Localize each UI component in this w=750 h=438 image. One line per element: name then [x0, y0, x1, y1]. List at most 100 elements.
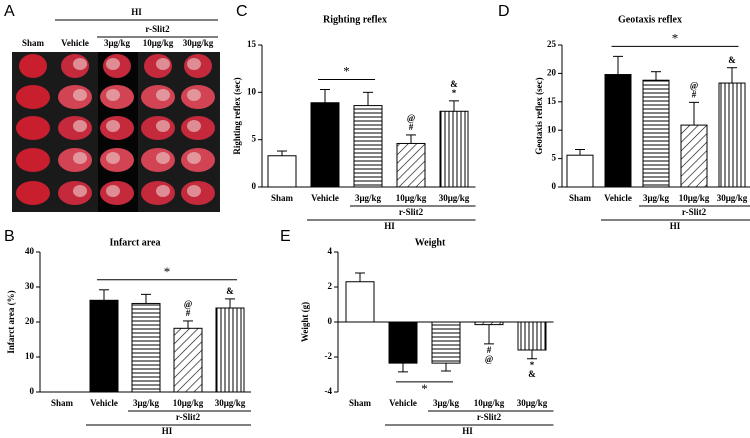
lesion: [187, 58, 201, 70]
x-tick-label: Vehicle: [389, 398, 417, 408]
brain-slice: [16, 148, 50, 172]
x-tick-label: Vehicle: [604, 193, 632, 203]
x-tick-label: 3μg/kg: [643, 193, 670, 203]
x-tick-label: Vehicle: [90, 398, 118, 408]
lesion: [73, 185, 87, 197]
x-tick-label: 10μg/kg: [679, 193, 710, 203]
lesion: [73, 58, 87, 70]
bar: [173, 327, 203, 393]
x-tick-label: Vehicle: [311, 193, 339, 203]
group-label: r-Slit2: [682, 207, 707, 217]
bar: [345, 281, 375, 323]
y-axis-label: Geotaxis reflex (sec): [534, 77, 544, 154]
panel-letter: A: [4, 3, 15, 20]
panel-letter: D: [498, 3, 510, 20]
significance-mark: #: [409, 122, 414, 132]
panel-letter: B: [4, 228, 15, 245]
y-axis-label: Righting reflex (sec): [232, 77, 242, 154]
y-axis-label: Weight (g): [300, 302, 310, 342]
significance-mark: &: [450, 79, 458, 89]
x-tick-label: 10μg/kg: [173, 398, 204, 408]
bar: [718, 82, 746, 188]
y-tick-label: 10: [547, 124, 557, 134]
bar: [131, 302, 161, 393]
y-tick-label: 15: [547, 96, 557, 106]
y-tick-label: 10: [25, 351, 35, 361]
x-tick-label: 30μg/kg: [439, 193, 470, 203]
significance-mark: #: [487, 345, 492, 355]
x-tick-label: 10μg/kg: [474, 398, 505, 408]
y-tick-label: 20: [547, 67, 557, 77]
chart-title: Righting reflex: [323, 14, 387, 25]
bar: [604, 74, 632, 188]
bar: [89, 299, 119, 393]
chart-title: Geotaxis reflex: [618, 14, 682, 25]
y-tick-label: 15: [247, 39, 257, 49]
lesion: [106, 185, 120, 197]
bar: [267, 155, 297, 188]
significance-mark: #: [186, 308, 191, 318]
brain-slice: [19, 54, 47, 78]
lesion: [156, 58, 170, 70]
brain-slice: [16, 116, 50, 140]
bracket-label: *: [164, 264, 171, 279]
significance-mark: @: [407, 113, 415, 123]
x-tick-label: 30μg/kg: [215, 398, 246, 408]
brain-slice: [16, 85, 50, 109]
x-tick-label: 3μg/kg: [355, 193, 382, 203]
x-tick-label: 3μg/kg: [133, 398, 160, 408]
y-tick-label: 30: [25, 281, 35, 291]
bracket-label: *: [672, 30, 679, 45]
lesion: [73, 152, 87, 164]
significance-mark: @: [690, 80, 698, 90]
group-label: HI: [162, 426, 173, 436]
bar: [396, 142, 426, 188]
bar: [353, 105, 383, 188]
column-label: Vehicle: [61, 38, 89, 48]
lesion: [106, 58, 120, 70]
panel-letter: E: [280, 228, 291, 245]
y-tick-label: 20: [25, 316, 35, 326]
bar: [517, 321, 547, 351]
y-tick-label: 0: [328, 316, 333, 326]
x-tick-label: 30μg/kg: [517, 398, 548, 408]
group-label: HI: [131, 7, 142, 17]
panel-letter: C: [236, 3, 248, 20]
chart-title: Infarct area: [109, 237, 160, 248]
y-tick-label: 5: [252, 134, 257, 144]
bar: [474, 321, 504, 326]
group-label: r-Slit2: [399, 207, 424, 217]
significance-mark: &: [528, 369, 536, 379]
lesion: [156, 185, 170, 197]
y-tick-label: 4: [328, 246, 333, 256]
y-tick-label: 2: [328, 281, 333, 291]
bar: [566, 154, 594, 188]
significance-mark: @: [485, 354, 493, 364]
bar: [439, 110, 469, 188]
lesion: [187, 120, 201, 132]
x-tick-label: Sham: [51, 398, 74, 408]
lesion: [156, 120, 170, 132]
y-tick-label: 40: [25, 246, 35, 256]
lesion: [73, 120, 87, 132]
bar: [388, 321, 418, 364]
lesion: [187, 185, 201, 197]
bar: [680, 124, 708, 188]
x-tick-label: Sham: [271, 193, 294, 203]
x-tick-label: Sham: [569, 193, 592, 203]
y-tick-label: 0: [30, 386, 35, 396]
lesion: [106, 120, 120, 132]
significance-mark: #: [692, 89, 697, 99]
bar: [431, 321, 461, 364]
column-label: 30μg/kg: [183, 38, 214, 48]
group-label: HI: [670, 221, 681, 231]
y-tick-label: 0: [252, 181, 257, 191]
brain-slice: [16, 181, 50, 205]
lesion: [156, 89, 170, 101]
significance-mark: &: [226, 286, 234, 296]
group-label: r-Slit2: [145, 24, 170, 34]
group-label: HI: [384, 221, 395, 231]
x-tick-label: 10μg/kg: [396, 193, 427, 203]
column-label: 3μg/kg: [104, 38, 131, 48]
